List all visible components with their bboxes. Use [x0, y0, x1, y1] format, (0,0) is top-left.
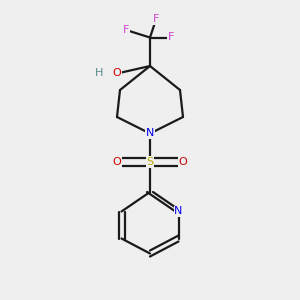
Text: O: O: [112, 68, 122, 79]
Text: F: F: [153, 14, 159, 25]
Text: N: N: [174, 206, 183, 217]
Text: F: F: [168, 32, 174, 43]
Text: O: O: [178, 157, 188, 167]
Text: H: H: [95, 68, 103, 79]
Text: N: N: [146, 128, 154, 139]
Text: S: S: [146, 157, 154, 167]
Text: F: F: [123, 25, 129, 35]
Text: O: O: [112, 157, 122, 167]
